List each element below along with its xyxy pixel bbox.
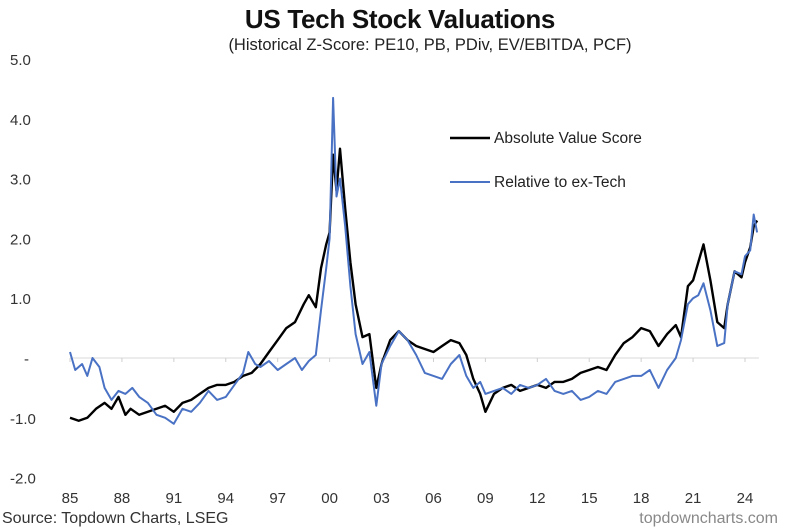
x-tick-label: 03 <box>373 490 390 507</box>
x-axis: 85 88 91 94 97 00 03 06 09 12 15 18 21 24 <box>62 490 754 507</box>
series-line-absolute-value-score <box>69 147 759 422</box>
y-tick-label: - <box>24 351 29 368</box>
y-tick-label: 3.0 <box>10 172 31 189</box>
series-line-relative-to-ex-tech <box>69 96 759 425</box>
legend-label-absolute: Absolute Value Score <box>494 130 642 147</box>
chart-subtitle: (Historical Z-Score: PE10, PB, PDiv, EV/… <box>228 36 632 54</box>
y-tick-label: 5.0 <box>10 52 31 69</box>
watermark: topdowncharts.com <box>639 510 778 527</box>
x-tick-label: 06 <box>425 490 442 507</box>
y-tick-label: 1.0 <box>10 291 31 308</box>
grid-layer <box>69 357 759 362</box>
x-tick-label: 12 <box>529 490 546 507</box>
x-tick-label: 21 <box>685 490 702 507</box>
x-tick-label: 24 <box>737 490 754 507</box>
x-tick-label: 09 <box>477 490 494 507</box>
y-tick-label: -2.0 <box>10 471 36 488</box>
chart-title: US Tech Stock Valuations <box>244 4 556 34</box>
x-tick-label: 15 <box>581 490 598 507</box>
legend: Absolute Value Score Relative to ex-Tech <box>450 130 642 191</box>
series-layer <box>69 96 759 425</box>
y-axis: 5.0 4.0 3.0 2.0 1.0 - -1.0 -2.0 <box>10 52 36 488</box>
x-tick-label: 00 <box>321 490 338 507</box>
x-tick-label: 97 <box>269 490 286 507</box>
x-tick-label: 94 <box>217 490 234 507</box>
x-tick-label: 18 <box>633 490 650 507</box>
y-tick-label: 4.0 <box>10 112 31 129</box>
x-tick-label: 91 <box>166 490 183 507</box>
legend-label-relative: Relative to ex-Tech <box>494 174 626 191</box>
y-tick-label: 2.0 <box>10 231 31 248</box>
x-tick-label: 85 <box>62 490 79 507</box>
source-note: Source: Topdown Charts, LSEG <box>2 510 229 527</box>
y-tick-label: -1.0 <box>10 411 36 428</box>
x-tick-label: 88 <box>114 490 131 507</box>
